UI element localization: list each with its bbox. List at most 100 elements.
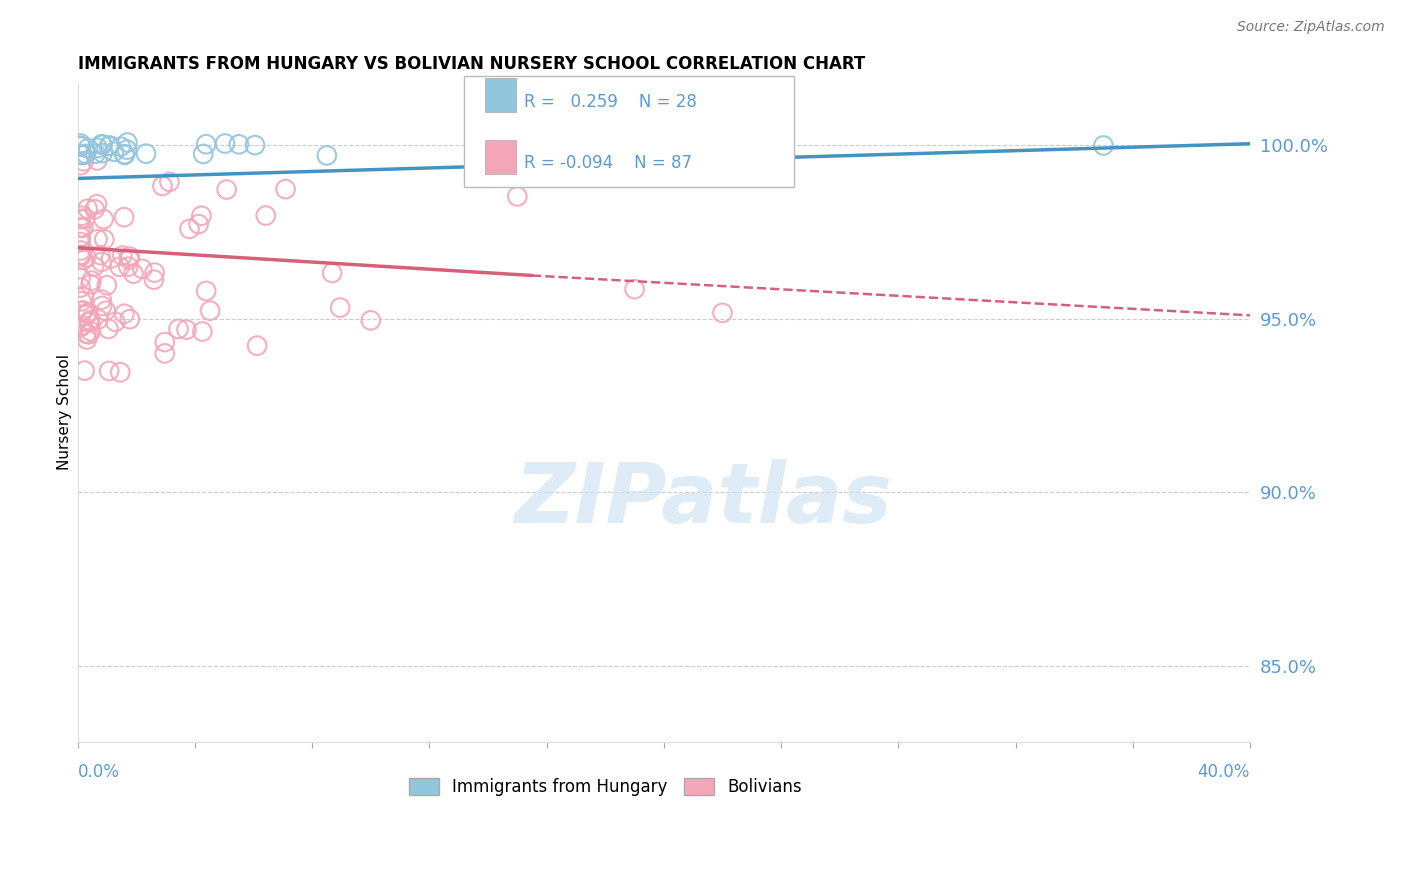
Point (69, 147, 91, 161)
Point (315, 148, 337, 162)
Point (118, 250, 141, 264)
Point (69, 220, 91, 235)
Point (69, 280, 91, 294)
Point (86, 232, 108, 246)
Point (73, 364, 96, 378)
Point (360, 313, 382, 327)
Point (100, 252, 122, 266)
Point (214, 136, 236, 151)
Point (79, 313, 101, 327)
Point (94, 303, 117, 318)
Point (215, 183, 238, 197)
Point (195, 284, 218, 298)
Point (77, 315, 100, 329)
Point (274, 182, 297, 196)
Legend: Immigrants from Hungary, Bolivians: Immigrants from Hungary, Bolivians (402, 772, 808, 803)
Point (77, 327, 100, 342)
Point (1092, 138, 1115, 153)
Point (90, 255, 112, 269)
Point (89, 248, 111, 262)
Point (91, 137, 114, 152)
Point (110, 365, 132, 379)
Point (72, 220, 94, 235)
Y-axis label: Nursery School: Nursery School (58, 354, 72, 470)
Text: 0.0%: 0.0% (77, 763, 120, 780)
Point (131, 261, 153, 276)
Point (108, 260, 131, 274)
Point (69, 212, 91, 227)
Point (72, 148, 94, 162)
Point (96, 278, 118, 293)
Point (623, 282, 645, 296)
Point (90, 293, 112, 307)
Point (83, 202, 105, 217)
Point (75, 146, 97, 161)
Point (711, 306, 734, 320)
Point (69, 158, 91, 172)
Point (69, 139, 91, 153)
Text: 40.0%: 40.0% (1198, 763, 1250, 780)
Point (97, 322, 120, 336)
Point (93, 212, 115, 227)
Point (90, 137, 112, 152)
Point (69, 139, 91, 153)
Point (98, 139, 121, 153)
Point (159, 175, 181, 189)
Point (69, 235, 91, 249)
Point (254, 209, 277, 223)
Point (135, 146, 157, 161)
Point (84, 146, 107, 161)
Point (103, 145, 125, 159)
Point (98, 138, 121, 153)
Point (69, 320, 91, 334)
Point (187, 217, 209, 231)
Point (114, 147, 136, 161)
Point (80, 274, 103, 288)
Point (243, 138, 266, 153)
Point (118, 312, 141, 326)
Point (76, 306, 98, 320)
Point (75, 250, 97, 264)
Point (72, 252, 94, 267)
Point (76, 202, 98, 216)
Point (72, 303, 94, 318)
Point (77, 306, 100, 320)
Point (76, 333, 98, 347)
Point (142, 273, 165, 287)
Point (152, 178, 174, 193)
Point (69, 244, 91, 258)
Point (190, 209, 212, 223)
Text: IMMIGRANTS FROM HUNGARY VS BOLIVIAN NURSERY SCHOOL CORRELATION CHART: IMMIGRANTS FROM HUNGARY VS BOLIVIAN NURS… (77, 55, 865, 73)
Point (117, 136, 139, 150)
Point (91, 146, 114, 161)
Point (122, 267, 145, 281)
Point (195, 137, 218, 152)
Point (70, 294, 93, 309)
Point (73, 154, 96, 169)
Point (80, 324, 103, 338)
Point (77, 141, 100, 155)
Point (114, 148, 136, 162)
Point (198, 303, 221, 318)
Point (104, 315, 127, 329)
Point (72, 304, 94, 318)
Point (112, 307, 135, 321)
Point (98, 364, 121, 378)
Point (87, 141, 110, 155)
Point (118, 252, 141, 267)
Point (193, 147, 215, 161)
Point (93, 232, 115, 246)
Point (228, 137, 250, 152)
Point (246, 339, 269, 353)
Point (153, 335, 176, 350)
Point (167, 322, 190, 336)
Point (87, 312, 110, 326)
Text: Source: ZipAtlas.com: Source: ZipAtlas.com (1237, 20, 1385, 34)
Point (153, 346, 176, 360)
Point (117, 260, 139, 274)
Point (143, 266, 166, 280)
Point (72, 318, 94, 333)
Point (110, 139, 132, 153)
Point (79, 277, 101, 292)
Point (75, 326, 97, 341)
